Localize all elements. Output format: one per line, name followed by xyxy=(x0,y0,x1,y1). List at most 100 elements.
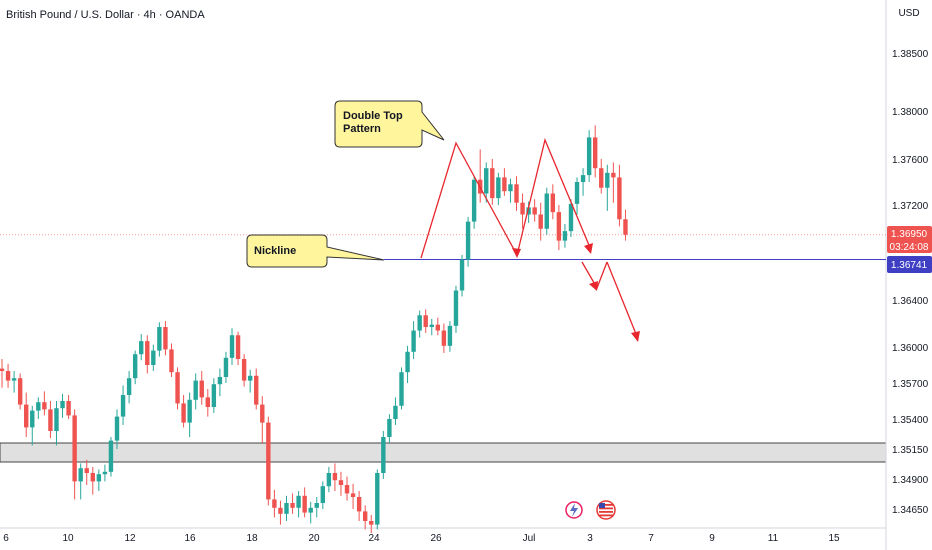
candle-body[interactable] xyxy=(538,214,543,229)
candle-body[interactable] xyxy=(308,507,313,513)
candle-body[interactable] xyxy=(54,408,59,431)
candle-body[interactable] xyxy=(314,503,319,508)
candle-body[interactable] xyxy=(326,473,332,487)
candle-body[interactable] xyxy=(320,486,326,503)
candle-body[interactable] xyxy=(272,499,277,508)
candle-body[interactable] xyxy=(102,471,108,475)
candle-body[interactable] xyxy=(508,184,513,192)
candle-body[interactable] xyxy=(290,503,295,508)
candle-body[interactable] xyxy=(441,330,447,346)
candle-body[interactable] xyxy=(0,368,5,371)
candle-body[interactable] xyxy=(260,404,265,423)
candle-body[interactable] xyxy=(30,410,35,428)
candle-body[interactable] xyxy=(356,497,362,512)
candle-body[interactable] xyxy=(605,172,610,188)
candle-body[interactable] xyxy=(126,378,132,395)
candle-body[interactable] xyxy=(139,341,144,355)
candle-body[interactable] xyxy=(417,315,422,331)
candle-body[interactable] xyxy=(157,327,162,351)
candle-body[interactable] xyxy=(235,335,241,359)
candle-body[interactable] xyxy=(490,168,495,199)
candle-body[interactable] xyxy=(181,403,186,423)
candle-body[interactable] xyxy=(254,375,259,405)
neckline-callout[interactable]: Nickline xyxy=(246,234,385,268)
candle-body[interactable] xyxy=(60,401,65,409)
candle-body[interactable] xyxy=(453,290,459,326)
candle-body[interactable] xyxy=(393,405,398,419)
lightning-icon[interactable] xyxy=(565,501,583,519)
candle-body[interactable] xyxy=(175,372,180,404)
candle-body[interactable] xyxy=(36,402,41,411)
candle-body[interactable] xyxy=(151,350,156,365)
candle-body[interactable] xyxy=(284,503,289,514)
currency-label[interactable]: USD xyxy=(898,8,920,19)
candle-body[interactable] xyxy=(266,422,271,500)
candle-body[interactable] xyxy=(369,521,374,525)
candle-body[interactable] xyxy=(568,203,574,232)
candle-body[interactable] xyxy=(514,184,519,203)
candle-body[interactable] xyxy=(132,354,138,379)
candle-body[interactable] xyxy=(193,380,198,400)
candle-body[interactable] xyxy=(17,378,23,405)
candle-body[interactable] xyxy=(484,168,489,194)
candle-body[interactable] xyxy=(332,473,338,481)
candle-body[interactable] xyxy=(296,495,301,508)
candle-body[interactable] xyxy=(48,409,53,431)
candle-body[interactable] xyxy=(623,219,628,235)
candle-body[interactable] xyxy=(411,330,416,352)
candle-body[interactable] xyxy=(532,207,537,215)
candle-body[interactable] xyxy=(217,377,223,385)
candle-body[interactable] xyxy=(611,172,616,178)
candle-body[interactable] xyxy=(72,415,77,482)
candle-body[interactable] xyxy=(580,175,586,182)
candle-body[interactable] xyxy=(526,207,531,215)
candle-body[interactable] xyxy=(24,404,29,428)
candle-body[interactable] xyxy=(211,384,217,407)
candle-body[interactable] xyxy=(120,395,126,417)
candle-body[interactable] xyxy=(108,440,114,472)
candle-body[interactable] xyxy=(187,399,192,423)
candle-body[interactable] xyxy=(145,341,150,365)
candle-body[interactable] xyxy=(471,179,477,222)
candle-body[interactable] xyxy=(90,473,95,482)
candle-body[interactable] xyxy=(435,324,441,331)
price-axis[interactable] xyxy=(886,0,932,550)
candle-body[interactable] xyxy=(84,468,89,473)
candle-body[interactable] xyxy=(11,378,17,381)
candle-body[interactable] xyxy=(241,359,247,381)
candle-body[interactable] xyxy=(387,419,392,437)
candle-body[interactable] xyxy=(550,193,556,213)
candle-body[interactable] xyxy=(205,397,211,407)
candle-body[interactable] xyxy=(586,137,592,176)
candle-body[interactable] xyxy=(574,182,580,204)
candle-body[interactable] xyxy=(66,401,71,416)
candle-body[interactable] xyxy=(278,507,283,514)
candle-body[interactable] xyxy=(599,168,604,188)
candle-body[interactable] xyxy=(114,416,120,441)
us-flag-icon[interactable] xyxy=(596,500,616,520)
candle-body[interactable] xyxy=(350,493,356,497)
candle-body[interactable] xyxy=(429,324,434,328)
candle-body[interactable] xyxy=(556,212,562,241)
candle-body[interactable] xyxy=(520,202,525,215)
candle-body[interactable] xyxy=(617,177,622,220)
candle-body[interactable] xyxy=(199,380,204,398)
candle-body[interactable] xyxy=(229,335,235,358)
candle-body[interactable] xyxy=(496,177,501,199)
candle-body[interactable] xyxy=(42,402,47,410)
candle-body[interactable] xyxy=(362,511,368,521)
candle-body[interactable] xyxy=(375,473,380,525)
candle-body[interactable] xyxy=(381,437,386,473)
candle-body[interactable] xyxy=(465,221,471,260)
candle-body[interactable] xyxy=(163,327,168,350)
candle-body[interactable] xyxy=(423,315,428,328)
candle-body[interactable] xyxy=(447,325,453,346)
candle-body[interactable] xyxy=(169,349,174,373)
candle-body[interactable] xyxy=(96,474,102,482)
candle-body[interactable] xyxy=(405,351,410,373)
candle-body[interactable] xyxy=(544,193,549,229)
candle-body[interactable] xyxy=(562,231,568,241)
candle-body[interactable] xyxy=(302,495,307,513)
